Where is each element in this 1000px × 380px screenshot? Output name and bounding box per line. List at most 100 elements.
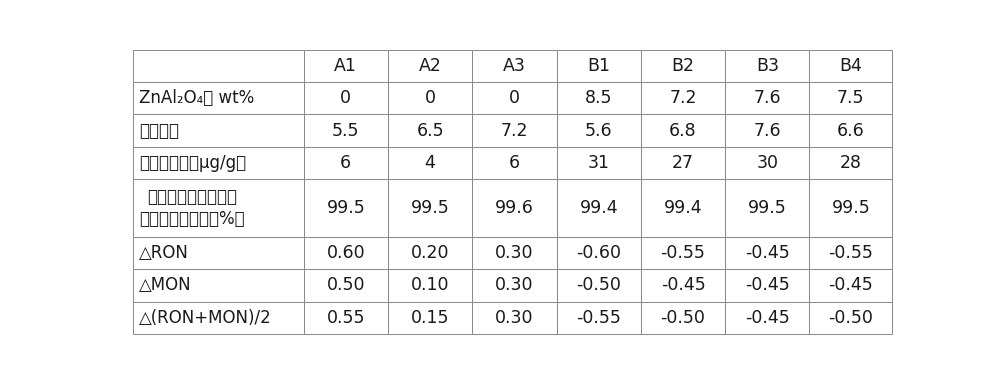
Text: -0.55: -0.55 <box>661 244 705 262</box>
Text: 6: 6 <box>340 154 351 172</box>
Bar <box>557 237 641 269</box>
Bar <box>133 147 304 179</box>
Text: 0.15: 0.15 <box>411 309 449 327</box>
Text: 99.4: 99.4 <box>664 199 702 217</box>
Text: 0.20: 0.20 <box>411 244 449 262</box>
Bar <box>725 179 809 237</box>
Bar <box>725 302 809 334</box>
Text: A1: A1 <box>334 57 357 75</box>
Text: △(RON+MON)/2: △(RON+MON)/2 <box>139 309 272 327</box>
Bar <box>133 82 304 114</box>
Bar <box>557 269 641 302</box>
Text: 99.5: 99.5 <box>748 199 787 217</box>
Text: 8.5: 8.5 <box>585 89 612 108</box>
Text: 磨损指数: 磨损指数 <box>139 122 179 139</box>
Bar <box>388 237 472 269</box>
Text: 0.50: 0.50 <box>327 276 365 294</box>
Text: B2: B2 <box>672 57 695 75</box>
Bar <box>809 147 892 179</box>
Text: 0: 0 <box>425 89 436 108</box>
Text: 6: 6 <box>509 154 520 172</box>
Bar <box>641 237 725 269</box>
Bar <box>388 114 472 147</box>
Text: 0.60: 0.60 <box>326 244 365 262</box>
Text: 0: 0 <box>509 89 520 108</box>
Text: ZnAl₂O₄， wt%: ZnAl₂O₄， wt% <box>139 89 254 108</box>
Bar <box>641 114 725 147</box>
Bar <box>557 147 641 179</box>
Text: 0.30: 0.30 <box>495 244 534 262</box>
Text: 7.2: 7.2 <box>501 122 528 139</box>
Text: -0.45: -0.45 <box>745 244 790 262</box>
Bar <box>388 82 472 114</box>
Bar <box>557 114 641 147</box>
Text: 7.2: 7.2 <box>669 89 697 108</box>
Bar <box>557 82 641 114</box>
Bar <box>641 147 725 179</box>
Bar <box>809 179 892 237</box>
Bar <box>557 50 641 82</box>
Text: 99.5: 99.5 <box>831 199 870 217</box>
Text: 脱硫偶化剂稳定后的
产品汽油的收率（%）: 脱硫偶化剂稳定后的 产品汽油的收率（%） <box>139 188 245 228</box>
Text: B4: B4 <box>839 57 862 75</box>
Text: 4: 4 <box>425 154 436 172</box>
Bar <box>304 114 388 147</box>
Bar <box>641 302 725 334</box>
Bar <box>133 302 304 334</box>
Text: -0.60: -0.60 <box>576 244 621 262</box>
Bar <box>641 82 725 114</box>
Text: 6.8: 6.8 <box>669 122 697 139</box>
Bar <box>388 50 472 82</box>
Text: 99.6: 99.6 <box>495 199 534 217</box>
Text: -0.45: -0.45 <box>745 309 790 327</box>
Bar <box>809 237 892 269</box>
Text: 31: 31 <box>588 154 610 172</box>
Bar <box>388 179 472 237</box>
Bar <box>641 269 725 302</box>
Bar <box>725 82 809 114</box>
Bar <box>133 269 304 302</box>
Bar <box>304 147 388 179</box>
Bar <box>809 50 892 82</box>
Text: △MON: △MON <box>139 276 192 294</box>
Text: 0.55: 0.55 <box>327 309 365 327</box>
Bar <box>725 237 809 269</box>
Text: 0.30: 0.30 <box>495 309 534 327</box>
Text: B1: B1 <box>587 57 610 75</box>
Bar <box>304 82 388 114</box>
Text: B3: B3 <box>756 57 779 75</box>
Bar <box>304 269 388 302</box>
Bar <box>133 237 304 269</box>
Bar <box>472 50 557 82</box>
Bar <box>725 269 809 302</box>
Bar <box>809 82 892 114</box>
Text: 99.5: 99.5 <box>326 199 365 217</box>
Bar <box>641 179 725 237</box>
Text: -0.50: -0.50 <box>661 309 705 327</box>
Text: 5.6: 5.6 <box>585 122 613 139</box>
Bar <box>809 269 892 302</box>
Text: -0.45: -0.45 <box>828 276 873 294</box>
Text: 27: 27 <box>672 154 694 172</box>
Bar <box>388 269 472 302</box>
Text: -0.50: -0.50 <box>828 309 873 327</box>
Bar <box>133 114 304 147</box>
Bar <box>809 302 892 334</box>
Bar <box>557 179 641 237</box>
Bar <box>472 269 557 302</box>
Text: 0.10: 0.10 <box>411 276 449 294</box>
Bar <box>472 82 557 114</box>
Text: 7.6: 7.6 <box>753 89 781 108</box>
Text: 产品硫含量（μg/g）: 产品硫含量（μg/g） <box>139 154 246 172</box>
Text: 99.4: 99.4 <box>579 199 618 217</box>
Text: -0.55: -0.55 <box>576 309 621 327</box>
Text: 6.5: 6.5 <box>416 122 444 139</box>
Text: 99.5: 99.5 <box>411 199 449 217</box>
Text: 30: 30 <box>756 154 778 172</box>
Bar <box>304 50 388 82</box>
Text: 7.5: 7.5 <box>837 89 865 108</box>
Text: 6.6: 6.6 <box>837 122 865 139</box>
Bar <box>304 179 388 237</box>
Text: -0.55: -0.55 <box>828 244 873 262</box>
Bar <box>809 114 892 147</box>
